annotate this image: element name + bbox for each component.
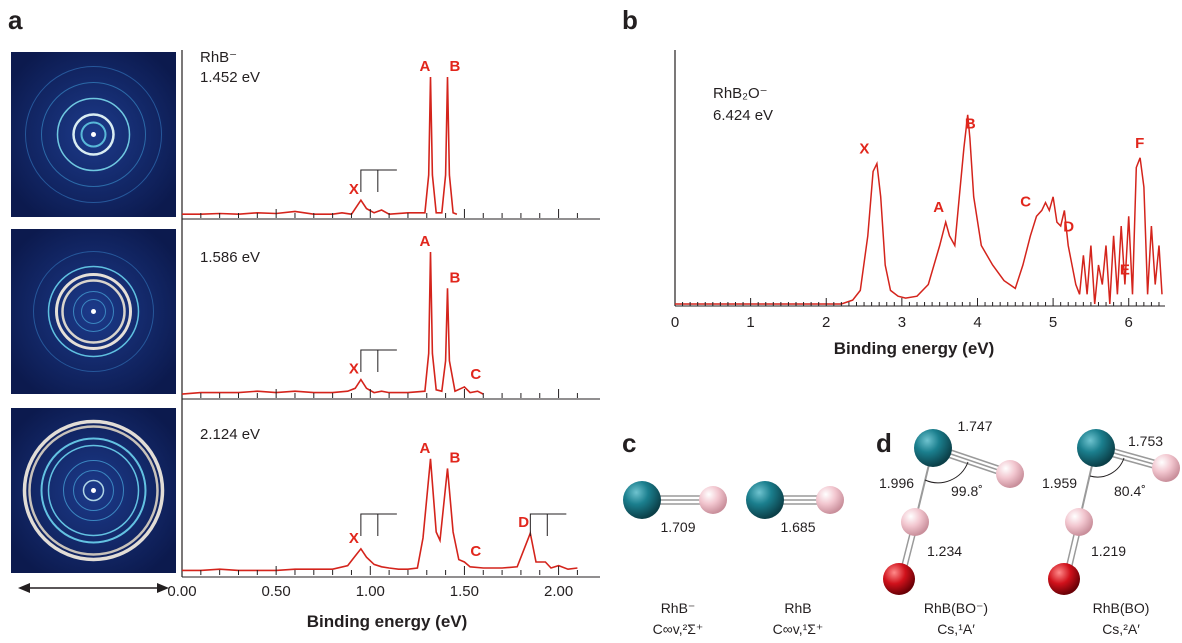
b-atom bbox=[1152, 454, 1180, 482]
peak-label-c: C bbox=[470, 366, 481, 383]
peak-label-f: F bbox=[1135, 135, 1144, 152]
peak-label-a: A bbox=[420, 233, 431, 250]
peak-label-a: A bbox=[420, 58, 431, 75]
spectrum-1-species: RhB⁻ bbox=[200, 49, 237, 66]
structure-rhbbo-neutral: 1.753 1.959 80.4˚ 1.219 RhB(BO) Cs,²A′ bbox=[1042, 429, 1180, 637]
bond-b-o: 1.219 bbox=[1091, 543, 1126, 559]
peak-label-c: C bbox=[470, 543, 481, 560]
panel-a-peak-labels: X A B X A B C X A B C D bbox=[349, 58, 567, 560]
structure-rhbbo-anion: 1.747 1.996 99.8˚ 1.234 RhB(BO⁻) Cs,¹A′ bbox=[879, 418, 1024, 637]
panel-b-ticks: 0 1 2 3 4 5 6 bbox=[671, 298, 1160, 331]
panel-b-spectrum-trace bbox=[675, 114, 1163, 305]
bond-b-o: 1.234 bbox=[927, 543, 962, 559]
panel-a-xlabel: Binding energy (eV) bbox=[307, 612, 468, 631]
peak-label-x: X bbox=[349, 361, 359, 378]
panel-b-xlabel: Binding energy (eV) bbox=[834, 339, 995, 358]
b-atom bbox=[816, 486, 844, 514]
spectrum-1-trace bbox=[182, 76, 458, 216]
peak-label-x: X bbox=[859, 141, 869, 158]
spectrum-2-trace bbox=[181, 251, 484, 395]
x-tick-label: 2.00 bbox=[544, 583, 573, 600]
x-tick-label: 4 bbox=[973, 314, 981, 331]
peak-label-b: B bbox=[450, 449, 461, 466]
bond-rh-b: 1.753 bbox=[1128, 433, 1163, 449]
structure-name: RhB bbox=[784, 600, 811, 616]
structure-name: RhB⁻ bbox=[661, 600, 696, 616]
peak-label-b: B bbox=[965, 115, 976, 132]
vibrational-progression-comb bbox=[529, 513, 567, 536]
o-atom bbox=[1048, 563, 1080, 595]
panel-label-a: a bbox=[8, 5, 23, 35]
peak-label-a: A bbox=[420, 440, 431, 457]
x-tick-label: 6 bbox=[1125, 314, 1133, 331]
photoelectron-image-3 bbox=[11, 408, 176, 573]
peak-label-x: X bbox=[349, 530, 359, 547]
rh-atom bbox=[746, 481, 784, 519]
rh-atom bbox=[1077, 429, 1115, 467]
vibrational-progression-comb bbox=[360, 169, 397, 192]
peak-label-a: A bbox=[933, 199, 944, 216]
x-tick-label: 2 bbox=[822, 314, 830, 331]
panel-label-b: b bbox=[622, 5, 638, 35]
rh-atom bbox=[623, 481, 661, 519]
spectrum-2-photon-energy: 1.586 eV bbox=[200, 249, 260, 266]
x-tick-label: 1 bbox=[746, 314, 754, 331]
rh-atom bbox=[914, 429, 952, 467]
peak-label-d: D bbox=[1063, 219, 1074, 236]
photoelectron-image-1 bbox=[11, 52, 176, 217]
spectrum-3-photon-energy: 2.124 eV bbox=[200, 426, 260, 443]
b-atom bbox=[1065, 508, 1093, 536]
structure-name: RhB(BO⁻) bbox=[924, 600, 988, 616]
structure-symmetry: Cs,¹A′ bbox=[937, 621, 975, 637]
b-atom bbox=[996, 460, 1024, 488]
panel-a-traces bbox=[181, 76, 578, 572]
panel-b-peak-labels: X A B C D E F bbox=[859, 115, 1144, 278]
panel-b-species: RhB₂O⁻ bbox=[713, 85, 768, 102]
x-tick-label: 5 bbox=[1049, 314, 1057, 331]
peak-label-e: E bbox=[1120, 262, 1130, 279]
spectrum-3-trace bbox=[182, 458, 578, 572]
laser-polarization-arrow bbox=[18, 583, 169, 593]
panel-label-c: c bbox=[622, 428, 636, 458]
bond-rh-b: 1.747 bbox=[957, 418, 992, 434]
panel-label-d: d bbox=[876, 428, 892, 458]
bond-length-rhb-neutral: 1.685 bbox=[780, 519, 815, 535]
x-tick-label: 1.00 bbox=[356, 583, 385, 600]
x-tick-label: 0.50 bbox=[261, 583, 290, 600]
bond-angle: 80.4˚ bbox=[1114, 483, 1146, 499]
structure-symmetry: C∞v,²Σ⁺ bbox=[653, 621, 704, 637]
b-atom bbox=[699, 486, 727, 514]
panel-b-photon-energy: 6.424 eV bbox=[713, 107, 773, 124]
photoelectron-image-2 bbox=[11, 229, 176, 394]
structure-symmetry: Cs,²A′ bbox=[1102, 621, 1140, 637]
peak-label-x: X bbox=[349, 181, 359, 198]
x-tick-label: 0 bbox=[671, 314, 679, 331]
spectrum-1-photon-energy: 1.452 eV bbox=[200, 69, 260, 86]
structure-rhb-anion: 1.709 RhB⁻ C∞v,²Σ⁺ bbox=[623, 481, 727, 637]
o-atom bbox=[883, 563, 915, 595]
vibrational-progression-comb bbox=[360, 349, 397, 372]
peak-label-b: B bbox=[450, 58, 461, 75]
structure-rhb-neutral: 1.685 RhB C∞v,¹Σ⁺ bbox=[746, 481, 844, 637]
panel-a-axes bbox=[181, 50, 600, 578]
panel-a-ticks: 0.00 0.50 1.00 1.50 2.00 bbox=[167, 209, 578, 600]
panel-b-trace bbox=[675, 114, 1163, 305]
bond-rh-bo: 1.996 bbox=[879, 475, 914, 491]
vibrational-progression-comb bbox=[360, 513, 397, 536]
x-tick-label: 0.00 bbox=[167, 583, 196, 600]
peak-label-c: C bbox=[1020, 193, 1031, 210]
b-atom bbox=[901, 508, 929, 536]
structure-symmetry: C∞v,¹Σ⁺ bbox=[773, 621, 824, 637]
x-tick-label: 3 bbox=[898, 314, 906, 331]
peak-label-d: D bbox=[518, 514, 529, 531]
bond-rh-bo: 1.959 bbox=[1042, 475, 1077, 491]
peak-label-b: B bbox=[450, 269, 461, 286]
structure-name: RhB(BO) bbox=[1093, 600, 1150, 616]
bond-length-rhb-anion: 1.709 bbox=[660, 519, 695, 535]
x-tick-label: 1.50 bbox=[450, 583, 479, 600]
bond-angle: 99.8˚ bbox=[951, 483, 983, 499]
